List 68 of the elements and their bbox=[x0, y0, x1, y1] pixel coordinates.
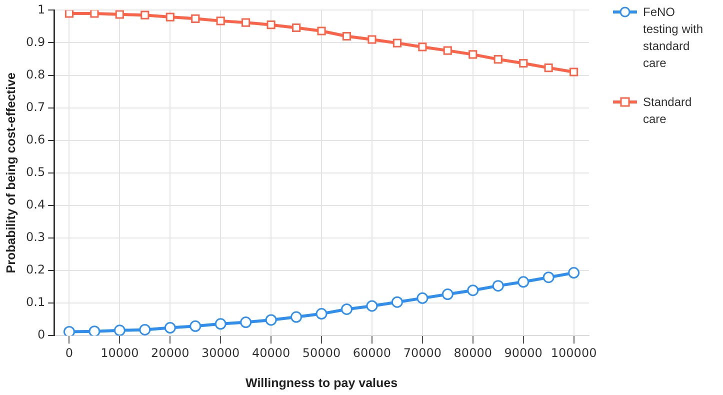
x-tick-label: 40000 bbox=[252, 346, 290, 360]
legend-label: FeNO testing with standard care bbox=[643, 4, 704, 72]
point bbox=[342, 32, 352, 41]
point bbox=[140, 10, 150, 20]
y-tick-label: 0.9 bbox=[26, 34, 46, 49]
y-tick-label: 0.1 bbox=[26, 295, 46, 310]
x-axis-title: Willingness to pay values bbox=[246, 376, 398, 390]
point bbox=[368, 35, 376, 44]
point bbox=[340, 303, 352, 315]
point bbox=[240, 316, 252, 328]
point bbox=[391, 296, 403, 308]
point bbox=[494, 55, 502, 64]
legend-label: Standard care bbox=[643, 94, 693, 128]
point bbox=[542, 272, 554, 284]
y-tick-label: 0.3 bbox=[26, 230, 46, 244]
point bbox=[164, 322, 176, 334]
y-tick-label: 0.7 bbox=[26, 100, 46, 114]
point bbox=[114, 324, 126, 336]
point bbox=[242, 18, 250, 27]
x-tick-label: 100000 bbox=[550, 346, 597, 360]
point bbox=[290, 311, 302, 323]
point bbox=[392, 38, 402, 48]
y-tick-label: 0 bbox=[37, 328, 46, 342]
point bbox=[64, 10, 74, 18]
point bbox=[317, 26, 326, 36]
y-tick-label: 1 bbox=[37, 2, 46, 16]
point bbox=[139, 324, 151, 336]
point bbox=[266, 20, 276, 30]
x-tick-label: 20000 bbox=[151, 346, 190, 360]
point bbox=[190, 320, 202, 332]
x-tick-label: 90000 bbox=[504, 346, 542, 360]
x-tick-label: 60000 bbox=[352, 346, 392, 360]
point bbox=[265, 314, 277, 326]
point bbox=[570, 68, 578, 76]
y-tick-label: 0.8 bbox=[26, 67, 46, 82]
point bbox=[519, 58, 528, 68]
point bbox=[191, 14, 200, 23]
point bbox=[544, 64, 553, 72]
point bbox=[366, 300, 378, 312]
x-tick-label: 0 bbox=[65, 346, 74, 360]
point bbox=[418, 42, 427, 52]
point bbox=[467, 284, 479, 296]
point bbox=[518, 276, 530, 288]
point bbox=[416, 292, 428, 304]
point bbox=[90, 10, 99, 18]
y-tick-label: 0.4 bbox=[26, 198, 46, 212]
point bbox=[88, 326, 100, 336]
point bbox=[468, 50, 478, 59]
x-tick-label: 50000 bbox=[302, 346, 341, 360]
x-tick-label: 70000 bbox=[403, 346, 442, 360]
x-tick-label: 10000 bbox=[100, 346, 139, 360]
point bbox=[216, 16, 225, 26]
x-tick-label: 80000 bbox=[454, 346, 492, 360]
point bbox=[443, 46, 452, 55]
point bbox=[166, 12, 174, 22]
x-tick-label: 30000 bbox=[202, 346, 240, 360]
point bbox=[568, 267, 580, 279]
point bbox=[492, 280, 504, 292]
point bbox=[214, 318, 226, 330]
y-axis-title: Probability of being cost-effective bbox=[4, 72, 18, 274]
y-tick-label: 0.6 bbox=[26, 132, 46, 146]
point bbox=[115, 10, 124, 19]
point bbox=[292, 23, 301, 32]
point bbox=[442, 288, 454, 300]
y-tick-label: 0.5 bbox=[26, 165, 46, 180]
point bbox=[316, 308, 328, 320]
point bbox=[63, 326, 75, 336]
y-tick-label: 0.2 bbox=[26, 262, 46, 277]
